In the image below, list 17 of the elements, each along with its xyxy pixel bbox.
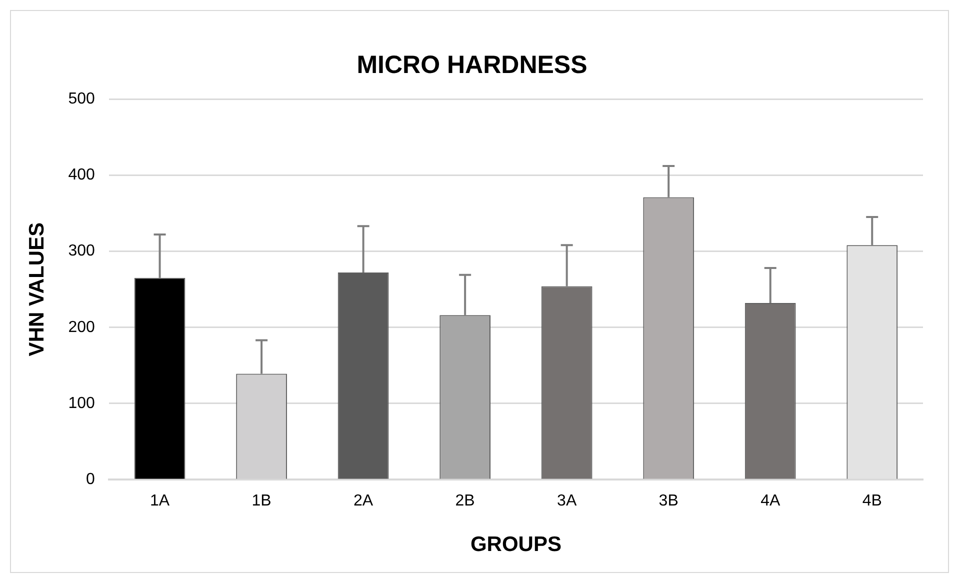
y-tick-label: 300	[68, 242, 95, 260]
x-tick-label: 3B	[658, 492, 678, 510]
x-tick-label: 1A	[150, 492, 170, 510]
x-tick-label: 2A	[354, 492, 374, 510]
x-tick-label: 4B	[862, 492, 882, 510]
y-tick-label: 400	[68, 166, 95, 184]
x-axis-title: GROUPS	[470, 533, 562, 556]
x-tick-label: 3A	[557, 492, 577, 510]
chart-title: MICRO HARDNESS	[356, 50, 588, 79]
x-tick-label: 1B	[252, 492, 272, 510]
y-tick-label: 200	[68, 318, 95, 336]
y-tick-label: 100	[68, 394, 95, 412]
x-tick-label: 2B	[455, 492, 475, 510]
y-tick-label: 500	[68, 90, 95, 108]
y-axis-title: VHN VALUES	[25, 222, 48, 356]
y-tick-label: 0	[86, 471, 95, 488]
x-tick-label: 4A	[760, 492, 780, 510]
